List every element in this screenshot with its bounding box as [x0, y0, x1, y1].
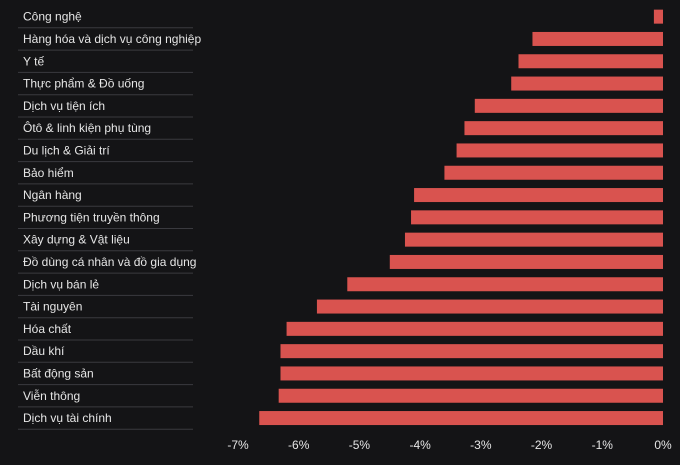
- category-label: Công nghệ: [23, 10, 82, 24]
- bar[interactable]: [280, 344, 664, 359]
- bar[interactable]: [286, 321, 663, 336]
- x-tick-label: -2%: [531, 438, 553, 452]
- category-label: Bảo hiểm: [23, 166, 74, 180]
- category-label: Ôtô & linh kiện phụ tùng: [23, 120, 151, 135]
- bar[interactable]: [404, 232, 663, 247]
- category-label: Tài nguyên: [23, 300, 82, 314]
- category-label: Bất động sản: [23, 366, 94, 380]
- x-tick-label: -6%: [288, 438, 310, 452]
- bar[interactable]: [518, 54, 664, 69]
- x-tick-label: -7%: [227, 438, 249, 452]
- x-tick-label: -5%: [349, 438, 371, 452]
- category-label: Y tế: [23, 54, 44, 68]
- bar[interactable]: [259, 411, 663, 426]
- bar[interactable]: [532, 31, 663, 46]
- category-label: Hóa chất: [23, 322, 72, 336]
- bar[interactable]: [653, 9, 663, 24]
- bar[interactable]: [280, 366, 664, 381]
- category-label: Viễn thông: [23, 388, 80, 403]
- x-tick-label: -4%: [409, 438, 431, 452]
- bar[interactable]: [411, 210, 663, 225]
- category-label: Dầu khí: [23, 344, 65, 358]
- category-label: Xây dựng & Vật liệu: [23, 233, 130, 247]
- category-label: Hàng hóa và dịch vụ công nghiệp: [23, 32, 201, 46]
- bar[interactable]: [389, 254, 663, 269]
- bar[interactable]: [444, 165, 663, 180]
- x-tick-label: -3%: [470, 438, 492, 452]
- category-label: Du lịch & Giải trí: [23, 143, 110, 157]
- category-label: Dịch vụ tiện ích: [23, 99, 105, 113]
- x-tick-label: -1%: [592, 438, 614, 452]
- bar[interactable]: [511, 76, 663, 91]
- category-label: Thực phẩm & Đồ uống: [23, 77, 144, 91]
- bar[interactable]: [474, 98, 663, 113]
- bar[interactable]: [456, 143, 663, 158]
- category-label: Dịch vụ bán lẻ: [23, 277, 99, 291]
- x-tick-label: 0%: [654, 438, 672, 452]
- category-label: Đồ dùng cá nhân và đồ gia dụng: [23, 255, 196, 269]
- bar[interactable]: [347, 277, 663, 292]
- bar[interactable]: [316, 299, 663, 314]
- bar[interactable]: [414, 188, 663, 203]
- bar[interactable]: [464, 121, 663, 136]
- category-label: Ngân hàng: [23, 188, 82, 202]
- category-label: Dịch vụ tài chính: [23, 411, 112, 425]
- category-label: Phương tiện truyền thông: [23, 210, 160, 224]
- bar[interactable]: [278, 388, 663, 403]
